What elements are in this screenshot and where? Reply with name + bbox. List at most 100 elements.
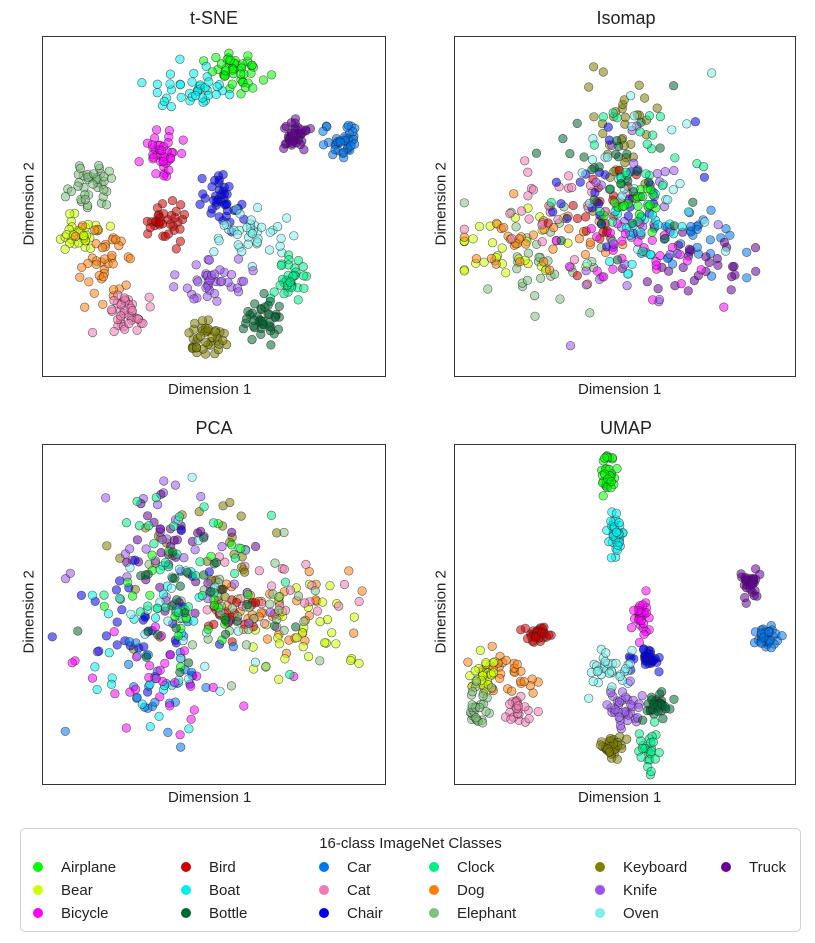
point-clock	[149, 539, 159, 549]
point-oven	[250, 657, 260, 667]
point-oven	[232, 229, 242, 239]
point-clock	[197, 591, 207, 601]
point-oven	[615, 671, 625, 682]
point-airplane	[645, 200, 655, 210]
point-bottle	[612, 135, 622, 146]
point-clock	[655, 111, 665, 122]
point-truck	[747, 579, 758, 589]
point-dog	[512, 659, 522, 669]
point-bicycle	[208, 682, 218, 692]
point-bear	[325, 581, 335, 591]
scatter-svg	[55, 48, 360, 359]
point-oven	[246, 215, 256, 225]
point-bicycle	[121, 723, 131, 733]
point-bottle	[669, 694, 679, 704]
point-oven	[663, 195, 673, 205]
point-truck	[751, 266, 761, 276]
point-bicycle	[605, 228, 615, 238]
point-keyboard	[598, 128, 608, 139]
point-bicycle	[158, 157, 168, 167]
umap-ylabel: Dimension 2	[432, 570, 450, 654]
point-dog	[344, 566, 354, 576]
point-knife	[170, 480, 180, 490]
point-oven	[163, 616, 173, 626]
point-elephant	[315, 656, 325, 666]
point-oven	[253, 202, 263, 213]
point-cat	[254, 566, 264, 576]
point-chair	[575, 177, 585, 187]
point-boat	[611, 508, 621, 518]
point-elephant	[478, 691, 488, 701]
point-oven	[275, 241, 285, 251]
point-elephant	[73, 181, 83, 191]
point-bottle	[531, 148, 542, 158]
point-airplane	[606, 476, 616, 487]
point-oven	[668, 185, 678, 195]
point-clock	[648, 130, 658, 140]
point-boat	[211, 89, 221, 100]
point-truck	[701, 252, 711, 262]
point-oven	[215, 686, 225, 696]
point-bottle	[220, 629, 231, 639]
point-dog	[75, 272, 85, 282]
point-boat	[150, 613, 161, 623]
point-chair	[643, 649, 653, 659]
point-truck	[281, 121, 291, 131]
point-car	[706, 205, 716, 215]
point-chair	[221, 211, 231, 221]
point-bicycle	[151, 169, 161, 179]
point-truck	[741, 573, 751, 583]
point-clock	[595, 207, 605, 217]
legend-label: Truck	[749, 859, 786, 876]
point-boat	[613, 540, 623, 550]
point-clock	[285, 669, 295, 680]
point-knife	[212, 296, 222, 306]
point-car	[742, 273, 752, 283]
point-bottle	[250, 299, 260, 309]
point-airplane	[227, 540, 237, 550]
point-truck	[132, 535, 142, 545]
point-bottle	[556, 236, 566, 246]
point-elephant	[478, 718, 488, 728]
point-bird	[175, 236, 185, 246]
point-elephant	[585, 308, 595, 318]
point-bicycle	[151, 125, 162, 135]
point-clock	[266, 510, 276, 520]
point-dog	[89, 288, 99, 298]
point-chair	[218, 186, 228, 196]
point-knife	[626, 700, 636, 710]
point-truck	[295, 139, 305, 150]
point-boat	[191, 90, 201, 101]
point-bottle	[171, 623, 181, 633]
point-car	[124, 637, 134, 647]
point-keyboard	[612, 754, 622, 764]
point-bottle	[623, 176, 633, 186]
point-truck	[750, 243, 761, 253]
point-bottle	[270, 312, 280, 323]
scatter-svg	[47, 472, 367, 752]
point-oven	[209, 247, 219, 257]
point-elephant	[511, 222, 521, 232]
point-bicycle	[636, 616, 646, 626]
point-bottle	[258, 316, 268, 327]
point-truck	[683, 286, 693, 296]
point-knife	[614, 712, 624, 722]
point-clock	[135, 607, 145, 617]
legend-item-bicycle: Bicycle	[33, 905, 109, 922]
point-bird	[160, 231, 170, 241]
point-car	[176, 742, 186, 752]
point-bicycle	[592, 266, 602, 276]
point-bottle	[265, 326, 276, 336]
point-bicycle	[179, 646, 189, 656]
point-bicycle	[130, 684, 141, 694]
point-airplane	[127, 591, 138, 601]
point-bottle	[628, 187, 638, 197]
point-cat	[520, 156, 530, 166]
point-bottle	[636, 117, 646, 127]
point-bottle	[612, 255, 623, 265]
point-elephant	[265, 599, 275, 609]
point-bird	[155, 217, 165, 227]
point-knife	[170, 270, 180, 280]
point-oven	[242, 223, 252, 233]
point-oven	[582, 259, 592, 269]
